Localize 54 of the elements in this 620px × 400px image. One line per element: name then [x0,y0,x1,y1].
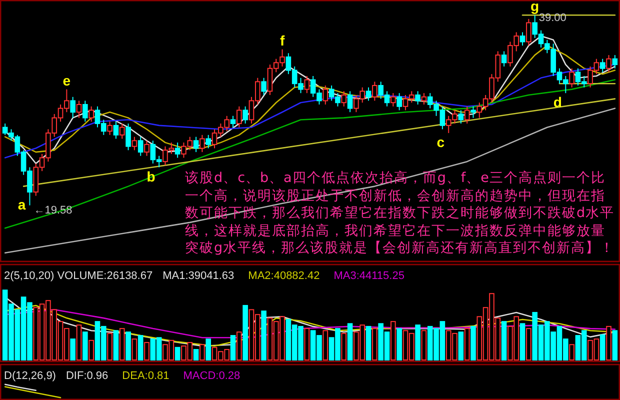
bar [470,326,476,360]
text: DEA:0.81 [122,370,170,382]
bar [242,304,248,360]
annotation: e [62,72,71,88]
bar [341,332,347,360]
chart-title: D(12,26,9) [4,370,56,382]
bar [132,338,138,360]
bar [396,328,402,360]
bar [113,330,119,360]
bar [261,310,266,360]
bar [390,321,396,360]
bar [119,328,125,360]
bar [304,328,310,360]
bar [421,330,427,360]
annotation: g [530,0,540,14]
bar [520,323,526,360]
bar [230,335,236,360]
annotation: a [18,196,26,212]
bar [366,326,372,360]
bar [70,338,76,360]
bar [612,330,618,360]
bar [464,328,470,360]
annotation: c [436,134,445,150]
bar [501,321,507,360]
bar [82,332,88,360]
bar [415,324,420,360]
bar [569,344,574,360]
bar [458,332,464,360]
annotation: d [553,94,562,110]
annotation: 39.00 [538,12,566,24]
text: DIF:0.96 [66,370,108,382]
bar [347,323,353,360]
bar [144,342,150,360]
chart-title: 2(5,10,20) VOLUME:26138.67 [4,270,153,282]
bar [600,334,606,360]
bar [126,332,131,360]
bar [322,330,328,360]
bar [606,326,612,360]
text: MA2:40882.42 [248,270,320,282]
bar [526,328,532,360]
bar [76,324,82,360]
bar [206,338,212,360]
text: MA1:39041.63 [162,270,234,282]
bar [372,328,378,360]
bar [174,346,180,360]
bar [138,335,144,360]
annotation: f [280,32,285,48]
bar [200,344,205,360]
bar [236,332,242,360]
bar [193,349,199,360]
text: MA3:44115.25 [334,270,404,282]
bar [107,332,112,360]
bar [88,340,94,360]
legend-label: MACD:0.28 [183,370,240,382]
